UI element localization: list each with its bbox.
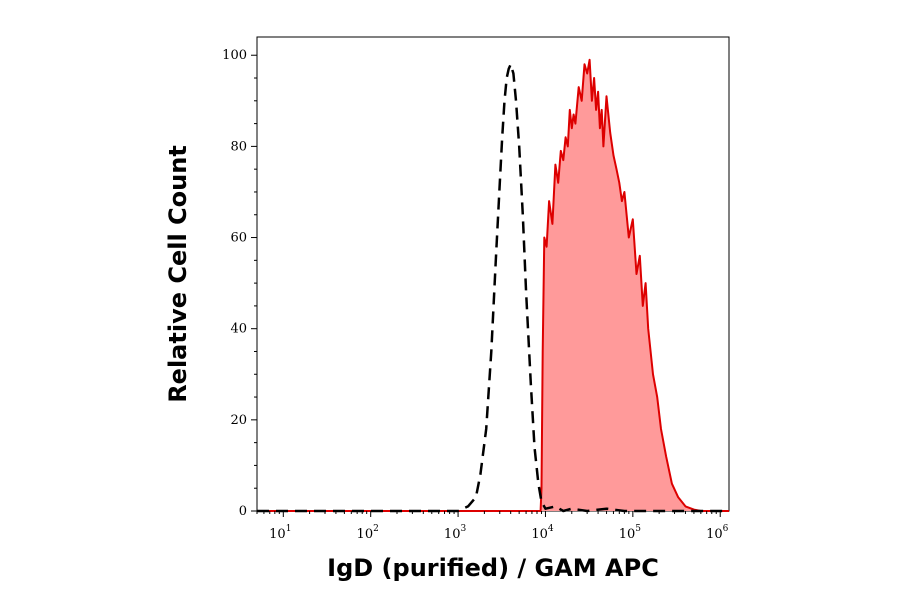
y-tick-label: 0: [239, 504, 247, 519]
series-0-line: [257, 63, 729, 513]
x-axis-title: IgD (purified) / GAM APC: [327, 554, 659, 582]
x-tick-label: 101: [269, 524, 291, 542]
y-tick-label: 40: [230, 322, 247, 337]
y-tick-label: 100: [222, 48, 247, 63]
x-tick-label: 106: [706, 524, 729, 542]
x-tick-label: 103: [444, 524, 467, 542]
series-1-line: [257, 58, 729, 512]
x-tick-label: 104: [531, 524, 554, 542]
y-tick-label: 80: [230, 139, 247, 154]
x-tick-label: 102: [357, 524, 379, 542]
y-tick-label: 60: [230, 231, 247, 246]
y-axis-title: Relative Cell Count: [164, 145, 192, 403]
y-tick-label: 20: [230, 413, 247, 428]
series-1-area: [257, 59, 729, 512]
x-tick-label: 105: [619, 524, 642, 542]
